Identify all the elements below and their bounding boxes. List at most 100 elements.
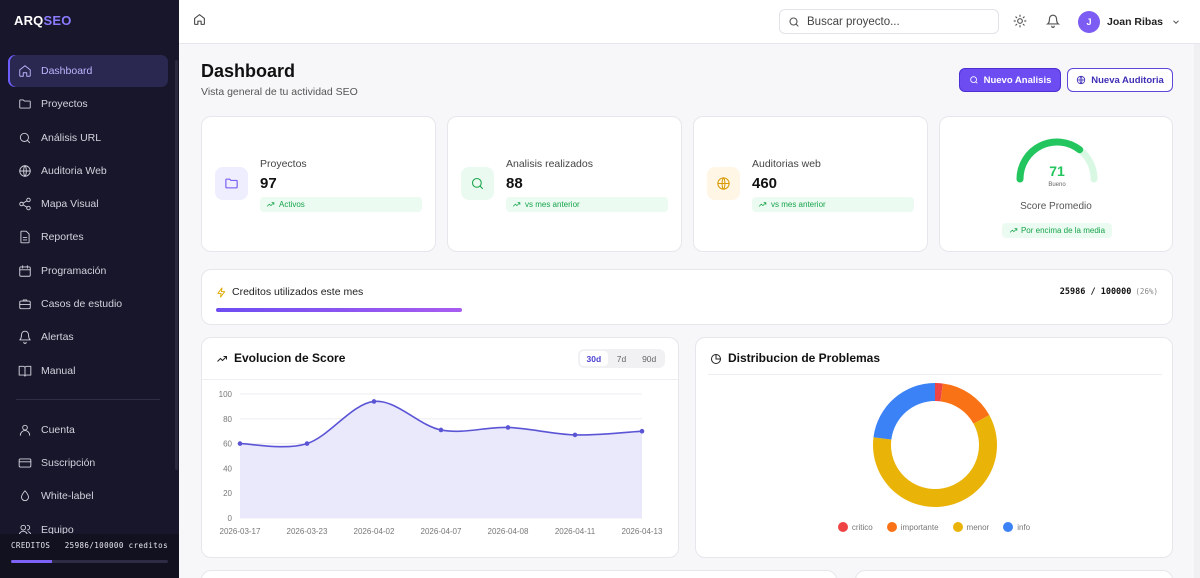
legend-label: critico: [851, 522, 873, 532]
score-chart-title: Evolucion de Score: [234, 351, 346, 365]
page-scrollbar[interactable]: [1194, 44, 1200, 578]
stat-value: 88: [506, 175, 523, 192]
credits-total: 100000: [1100, 287, 1132, 297]
sidebar-item-manual[interactable]: Manual: [8, 355, 168, 387]
sidebar-item-equipo[interactable]: Equipo: [8, 514, 168, 546]
sidebar-item-mapa-visual[interactable]: Mapa Visual: [8, 188, 168, 220]
new-analysis-button[interactable]: Nuevo Analisis: [959, 68, 1061, 92]
credits-label: CREDITOS: [11, 541, 51, 550]
sidebar-item-label: White-label: [41, 490, 94, 503]
score-line-chart: 0 20 40 60 80 100 2026-03-17 2026-03-23 2026-04-…: [219, 390, 663, 536]
sidebar-item-label: Programación: [41, 264, 107, 277]
legend-dot: [952, 522, 963, 532]
x-tick-label: 2026-04-08: [488, 527, 529, 536]
new-audit-button[interactable]: Nueva Auditoria: [1067, 68, 1173, 92]
new-audit-label: Nueva Auditoria: [1091, 74, 1164, 86]
score-gauge-fill: [1016, 138, 1084, 183]
search-icon: [789, 16, 799, 27]
legend-item[interactable]: menor: [952, 522, 989, 532]
range-tabs: 30d 7d 90d: [578, 349, 665, 368]
legend-dot: [837, 522, 848, 532]
score-chart-card: Evolucion de Score 30d 7d 90d 0 20 40 60 80 1…: [201, 337, 679, 558]
globe-icon: [19, 165, 31, 177]
main-content: Dashboard Vista general de tu actividad …: [179, 44, 1194, 578]
bell-icon: [19, 331, 31, 345]
globe-icon: [1077, 75, 1086, 85]
sidebar-credits-bar: [11, 560, 168, 563]
stat-label: Proyectos: [260, 158, 307, 170]
stat-icon-box: [707, 167, 740, 200]
score-grade: Bueno: [1048, 182, 1066, 188]
search-icon: [969, 76, 978, 84]
score-area: [240, 401, 642, 518]
pie-chart-icon: [711, 353, 722, 364]
x-tick-label: 2026-03-17: [220, 527, 261, 536]
score-value: 71: [1049, 163, 1065, 179]
sidebar-item-alertas[interactable]: Alertas: [8, 321, 168, 353]
lightning-icon: [217, 287, 226, 298]
sidebar-item-cuenta[interactable]: Cuenta: [8, 414, 168, 446]
sidebar-item-label: Casos de estudio: [41, 298, 123, 311]
search-input[interactable]: [807, 15, 987, 28]
sidebar-item-label: Suscripción: [41, 456, 96, 469]
stat-badge-text: vs mes anterior: [525, 200, 580, 209]
sidebar-item-proyectos[interactable]: Proyectos: [8, 88, 168, 120]
stat-icon-box: [461, 167, 494, 200]
trending-up-icon: [217, 356, 227, 362]
sidebar-item-casos-de-estudio[interactable]: Casos de estudio: [8, 288, 168, 320]
folder-icon: [225, 178, 238, 189]
user-icon: [19, 424, 31, 436]
score-gauge: 71 Bueno: [1016, 138, 1098, 188]
credits-percent: (26%): [1135, 287, 1158, 296]
tab-90d[interactable]: 90d: [642, 353, 657, 364]
stat-label: Analisis realizados: [506, 158, 593, 170]
sidebar-item-label: Alertas: [41, 331, 74, 344]
legend-item[interactable]: critico: [837, 522, 873, 532]
sidebar-item-programacion[interactable]: Programación: [8, 255, 168, 287]
sidebar-item-label: Cuenta: [41, 423, 75, 436]
sidebar-item-label: Dashboard: [41, 65, 93, 77]
sidebar-item-white-label[interactable]: White-label: [8, 480, 168, 512]
y-tick-label: 0: [228, 514, 233, 523]
x-tick-label: 2026-03-23: [287, 527, 328, 536]
credit-card-icon: [18, 458, 32, 468]
y-tick-label: 100: [219, 390, 233, 399]
home-icon[interactable]: [193, 13, 206, 26]
app-logo[interactable]: ARQSEO: [14, 13, 72, 28]
sidebar-credits-bar-fill: [11, 560, 52, 563]
tab-30d[interactable]: 30d: [580, 351, 608, 366]
credits-used: 25986: [1059, 287, 1086, 297]
sidebar-item-reportes[interactable]: Reportes: [8, 221, 168, 253]
droplet-icon: [21, 490, 29, 502]
x-tick-label: 2026-04-02: [354, 527, 395, 536]
score-point: [371, 399, 377, 404]
sidebar-scrollbar[interactable]: [175, 60, 178, 470]
stat-badge-text: vs mes anterior: [771, 200, 826, 209]
sidebar-item-analisis-url[interactable]: Análisis URL: [8, 122, 168, 154]
trending-up-icon: [266, 202, 275, 207]
legend-item[interactable]: info: [1003, 522, 1030, 532]
calendar-icon: [19, 265, 31, 277]
donut-slice-menor: [873, 415, 997, 507]
distribution-donut: [873, 383, 997, 507]
tab-7d[interactable]: 7d: [616, 353, 627, 364]
panel-separator: [202, 379, 678, 380]
bell-icon[interactable]: [1046, 14, 1060, 28]
sidebar-item-suscripcion[interactable]: Suscripción: [8, 447, 168, 479]
donut-slice-info: [873, 383, 935, 440]
stat-badge-text: Activos: [279, 200, 305, 209]
score-point: [237, 441, 243, 446]
credits-value: 25986/100000 creditos: [64, 541, 168, 550]
legend-label: info: [1017, 522, 1031, 532]
score-badge: Por encima de la media: [1002, 223, 1112, 238]
legend-item[interactable]: importante: [886, 522, 939, 532]
sidebar-item-auditoria-web[interactable]: Auditoria Web: [8, 155, 168, 187]
score-card: 71 Bueno Score Promedio Por encima de la…: [939, 116, 1173, 252]
distribution-title: Distribucion de Problemas: [728, 351, 881, 365]
donut-slice-critico: [935, 383, 943, 402]
sun-icon[interactable]: [1013, 14, 1027, 28]
sidebar-item-label: Proyectos: [41, 98, 88, 111]
user-menu[interactable]: J Joan Ribas: [1078, 10, 1181, 34]
sidebar-item-dashboard[interactable]: Dashboard: [8, 55, 168, 87]
legend-dot: [886, 522, 897, 532]
